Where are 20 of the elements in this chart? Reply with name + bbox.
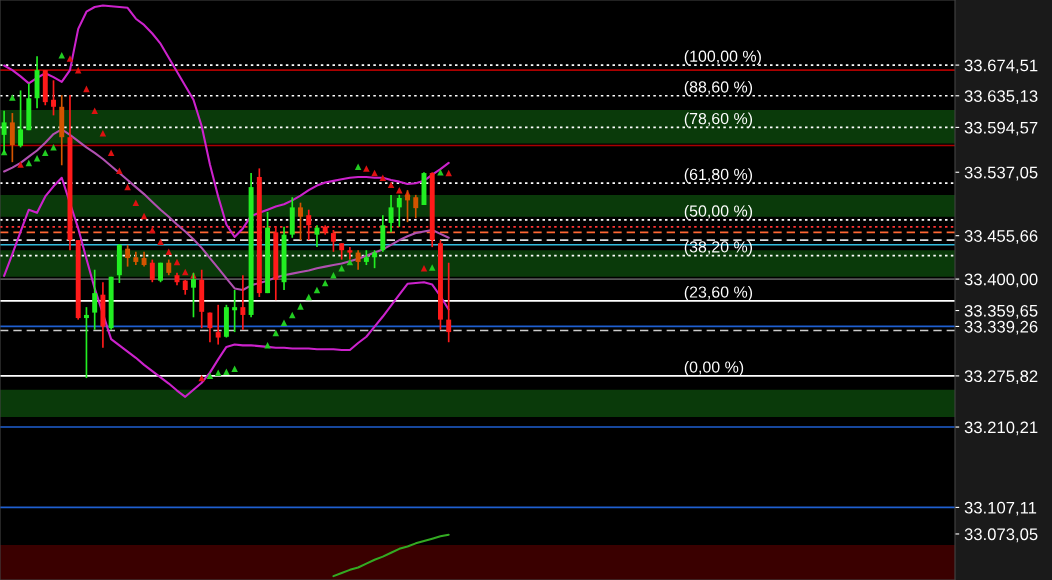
y-tick-label: 33.339,26 — [964, 320, 1038, 335]
y-tick-label: 33.107,11 — [964, 501, 1037, 516]
y-tick-label: 33.359,65 — [964, 304, 1038, 319]
annotation: (100,00 %) — [684, 50, 761, 66]
y-tick-label: 33.537,05 — [964, 166, 1038, 181]
annotation: (38,20 %) — [684, 240, 753, 256]
annotation: (88,60 %) — [684, 80, 753, 96]
y-tick-label: 33.594,57 — [964, 121, 1038, 136]
y-tick-label: 33.635,13 — [964, 90, 1038, 104]
y-tick-label: 33.210,21 — [964, 421, 1038, 436]
y-tick-label: 33.674,51 — [964, 59, 1038, 74]
annotation: (0,00 %) — [684, 361, 744, 376]
y-tick-label: 33.455,66 — [964, 230, 1038, 244]
annotation: (61,80 %) — [684, 168, 753, 184]
y-tick-label: 33.275,82 — [964, 370, 1038, 385]
annotation: (23,60 %) — [684, 286, 753, 301]
annotation: (78,60 %) — [684, 112, 753, 128]
y-tick-label: 33.073,05 — [964, 528, 1038, 543]
y-tick-label: 33.400,00 — [964, 273, 1038, 288]
annotation: (50,00 %) — [684, 204, 753, 220]
